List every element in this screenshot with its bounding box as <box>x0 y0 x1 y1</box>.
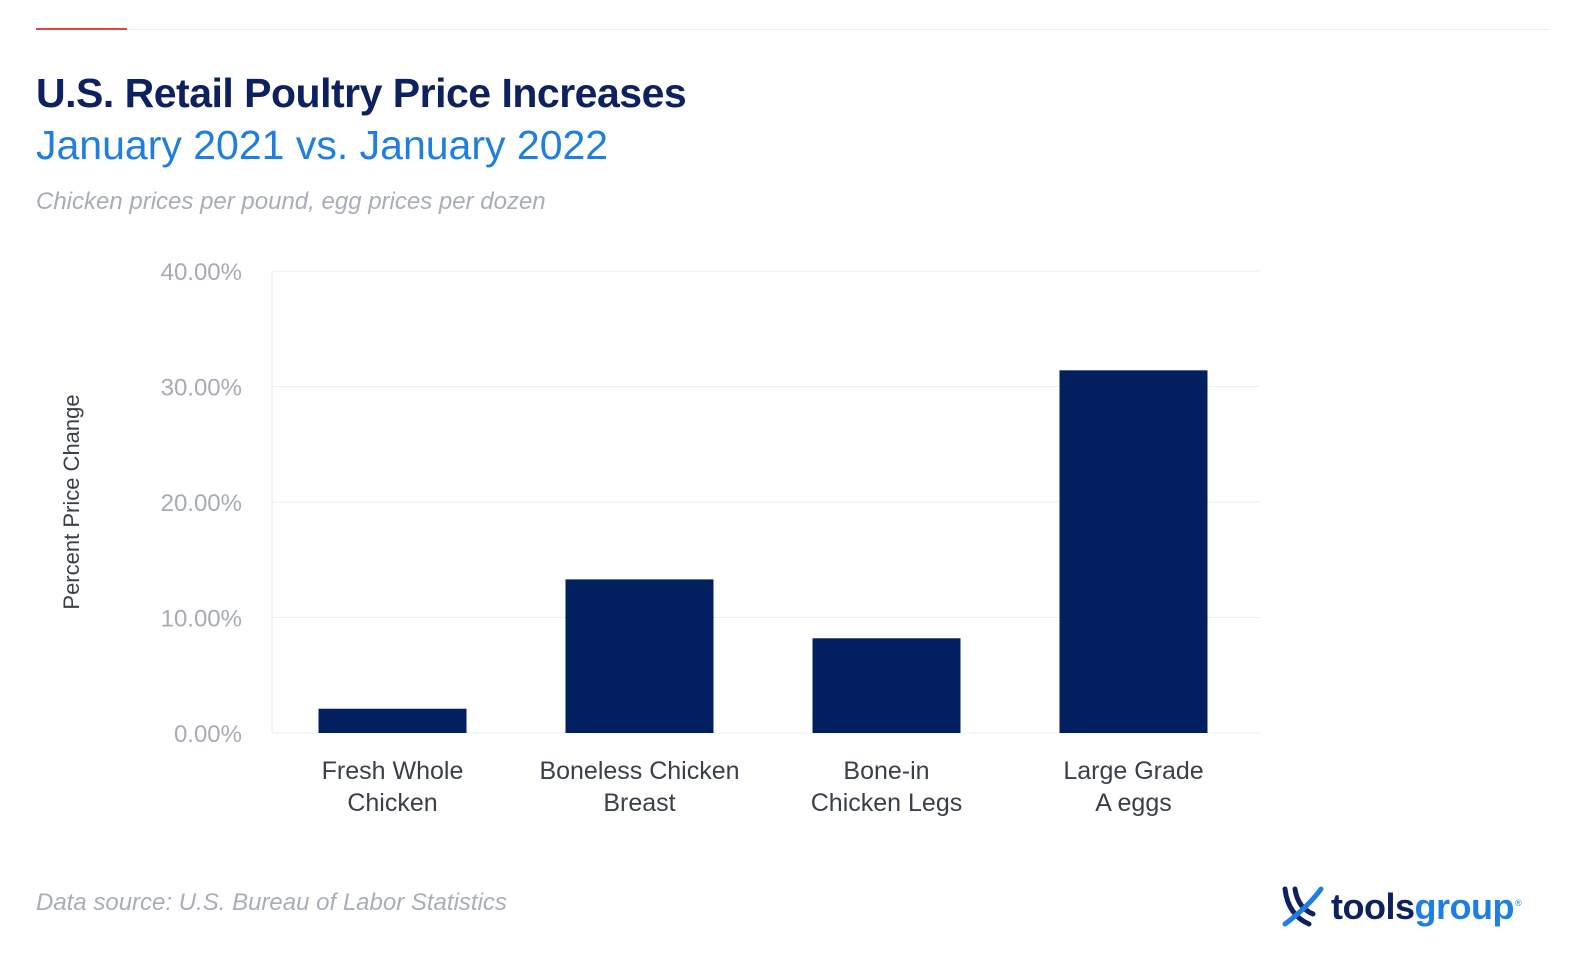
x-tick-label: Large Grade <box>1063 757 1203 785</box>
x-tick-label: A eggs <box>1095 789 1171 817</box>
y-tick-label: 10.00% <box>161 606 242 633</box>
y-tick-label: 30.00% <box>161 375 242 402</box>
logo-text-group: group <box>1414 886 1515 927</box>
logo-text-tools: tools <box>1331 886 1415 927</box>
x-tick-label: Chicken <box>347 789 437 817</box>
chart-subtitle: January 2021 vs. January 2022 <box>36 122 609 168</box>
top-divider <box>127 29 1550 30</box>
bar <box>812 638 961 733</box>
x-tick-label: Chicken Legs <box>811 789 962 817</box>
toolsgroup-logo-wordmark: toolsgroup <box>1331 886 1514 928</box>
data-source: Data source: U.S. Bureau of Labor Statis… <box>36 889 507 916</box>
bar <box>318 708 467 733</box>
y-axis-label: Percent Price Change <box>59 394 84 609</box>
toolsgroup-logo: toolsgroup ® <box>1281 884 1522 930</box>
logo-registered-mark: ® <box>1514 898 1522 908</box>
accent-rule <box>36 28 127 30</box>
x-tick-label: Boneless Chicken <box>539 757 739 785</box>
bar <box>1059 370 1208 733</box>
y-tick-label: 20.00% <box>161 490 242 517</box>
x-tick-label: Fresh Whole <box>322 757 464 785</box>
chart-note: Chicken prices per pound, egg prices per… <box>36 188 546 215</box>
toolsgroup-logo-icon <box>1282 886 1324 927</box>
y-tick-label: 40.00% <box>161 259 242 286</box>
x-tick-label: Breast <box>603 789 675 817</box>
y-tick-label: 0.00% <box>174 721 242 748</box>
chart-title: U.S. Retail Poultry Price Increases <box>36 70 687 116</box>
bar <box>565 579 714 733</box>
x-tick-label: Bone-in <box>843 757 929 785</box>
